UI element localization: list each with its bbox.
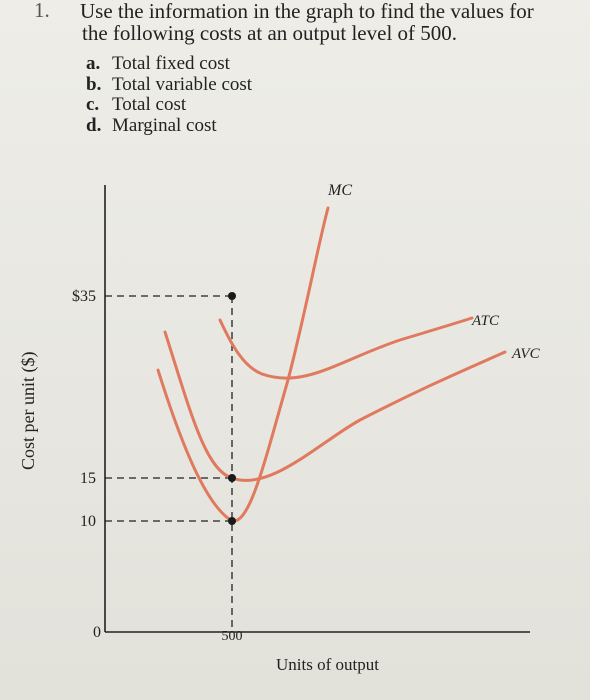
item-b: b. Total variable cost — [86, 73, 253, 95]
question-prompt-line2: the following costs at an output level o… — [82, 21, 458, 45]
tick-35: $35 — [72, 288, 96, 305]
point-35 — [228, 292, 236, 300]
tick-0: 0 — [93, 624, 101, 641]
question-items: a. Total fixed cost b. Total variable cost… — [86, 53, 253, 136]
item-c: c. Total cost — [86, 94, 187, 115]
item-d: d. Marginal cost — [86, 114, 217, 136]
question-prompt-line1: Use the information in the graph to find… — [80, 0, 534, 23]
question-prompt: Use the information in the graph to find… — [80, 0, 560, 44]
x-axis-label: Units of output — [276, 655, 379, 674]
point-15 — [228, 474, 236, 482]
mc-curve — [156, 206, 330, 523]
label-mc: MC — [327, 182, 352, 199]
y-axis-label: Cost per unit ($) — [18, 351, 38, 471]
avc-curve — [163, 330, 507, 482]
item-a: a. Total fixed cost — [86, 53, 230, 74]
tick-500: 500 — [222, 629, 243, 644]
guide-lines — [105, 295, 233, 632]
atc-curve — [218, 316, 474, 380]
question-number: 1. — [34, 0, 50, 22]
tick-15: 15 — [80, 470, 96, 487]
label-avc: AVC — [511, 346, 541, 362]
tick-10: 10 — [80, 513, 96, 530]
point-10 — [228, 517, 236, 525]
label-atc: ATC — [471, 313, 500, 329]
